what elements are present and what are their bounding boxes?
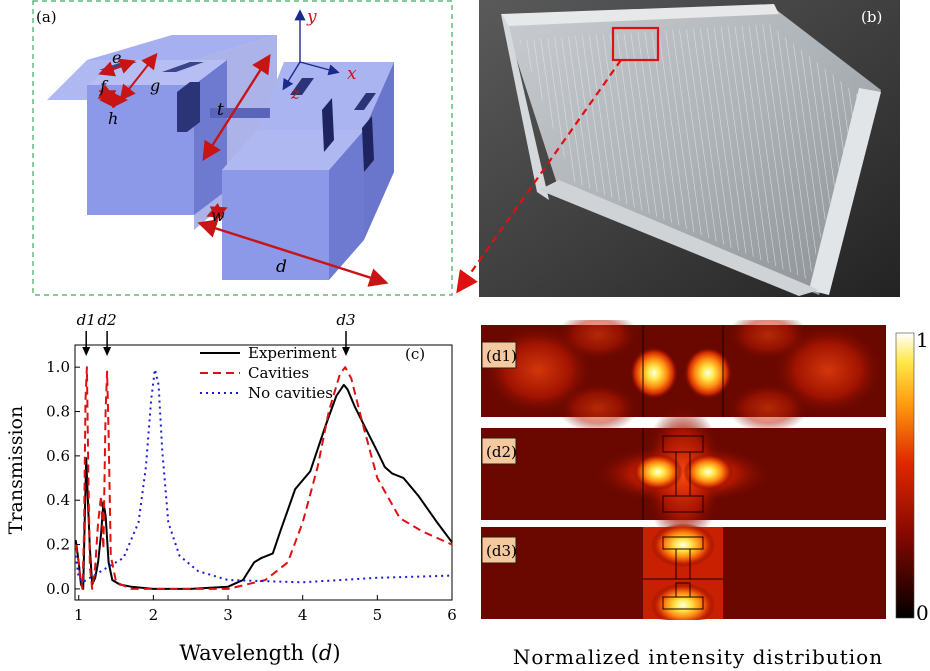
colorbar-max-label: 1: [916, 328, 929, 352]
axis-triad: [282, 9, 340, 91]
dim-w-label: w: [211, 206, 225, 225]
map-d2: (d2): [481, 404, 886, 544]
peak-marker-arrowhead: [341, 347, 350, 356]
map-d1-label: (d1): [486, 347, 517, 365]
x-tick-label: 5: [373, 606, 383, 624]
map-d3: (d3): [481, 523, 886, 627]
dim-d-label: d: [276, 257, 287, 277]
panel-a-schematic: (a) y x z e f g h t w d: [32, 0, 453, 296]
plot-frame: [74, 344, 453, 601]
dim-h-label: h: [108, 109, 118, 128]
y-tick-label: 0.4: [46, 491, 70, 509]
y-tick-label: 0.2: [46, 536, 70, 554]
legend-item-cavities: Cavities: [248, 364, 309, 382]
axis-z-label: z: [290, 84, 301, 104]
transmission-chart: 0.0 0.2 0.4 0.6 0.8 1.0 1 2 3 4 5 6 d1 d2 d3 (c) Tra…: [5, 311, 457, 624]
panel-c: 0.0 0.2 0.4 0.6 0.8 1.0 1 2 3 4 5 6 d1 d2 d3 (c) Tra…: [0, 300, 470, 650]
peak-marker-label: d2: [98, 311, 117, 329]
map-d1: (d1): [481, 310, 886, 433]
peak-marker-label: d1: [77, 311, 96, 329]
dim-f-label: f: [99, 77, 109, 96]
x-tick-label: 2: [149, 606, 159, 624]
zoom-box: [611, 26, 660, 62]
y-tick-label: 0.6: [46, 447, 70, 465]
y-axis-label: Transmission: [5, 406, 27, 534]
dashed-frame: [32, 0, 453, 296]
axis-x-label: x: [347, 64, 357, 84]
legend-item-no-cavities: No cavities: [248, 384, 333, 402]
series-line-experiment: [74, 383, 453, 590]
peak-marker-arrowhead: [82, 347, 91, 356]
map-d2-label: (d2): [486, 443, 517, 461]
y-tick-label: 0.8: [46, 403, 70, 421]
y-tick-label: 0.0: [46, 580, 70, 598]
x-tick-label: 1: [74, 606, 84, 624]
peak-markers: d1 d2 d3: [77, 311, 356, 356]
colorbar: [895, 332, 915, 619]
peak-marker-arrowhead: [103, 347, 112, 356]
axis-y-label: y: [306, 7, 317, 27]
x-tick-label: 6: [447, 606, 457, 624]
panel-b-photo: (b): [479, 0, 900, 297]
panel-a-label: (a): [36, 8, 57, 26]
panel-b: (b): [479, 0, 900, 297]
panel-b-label: (b): [861, 8, 882, 26]
intensity-maps: (d1) (d2) (d3) 1 0: [481, 310, 929, 627]
map-d3-label: (d3): [486, 542, 517, 560]
x-tick-label: 3: [223, 606, 233, 624]
legend: Experiment Cavities No cavities: [200, 344, 337, 402]
legend-item-experiment: Experiment: [248, 344, 337, 362]
x-tick-label: 4: [298, 606, 308, 624]
series-line-no-cavities: [74, 368, 453, 584]
dim-t-label: t: [217, 100, 224, 120]
peak-marker-label: d3: [336, 311, 355, 329]
intensity-caption: Normalized intensity distribution: [512, 645, 884, 669]
series-line-cavities: [74, 366, 453, 590]
panel-d: (d1) (d2) (d3) 1 0: [478, 310, 930, 627]
dim-g-label: g: [150, 76, 160, 95]
x-ticks: 1 2 3 4 5 6: [74, 595, 457, 624]
x-axis-label-text: Wavelength (: [179, 641, 319, 665]
y-tick-label: 1.0: [46, 358, 70, 376]
series-group: [74, 366, 453, 590]
x-axis-label: Wavelength (d): [90, 641, 430, 665]
y-ticks: 0.0 0.2 0.4 0.6 0.8 1.0: [46, 358, 80, 598]
colorbar-min-label: 0: [916, 601, 929, 620]
dim-e-label: e: [112, 48, 121, 67]
x-axis-label-close: ): [332, 641, 341, 665]
panel-c-label: (c): [405, 345, 425, 363]
x-axis-label-var: d: [318, 641, 333, 665]
panel-a: (a) y x z e f g h t w d: [32, 0, 453, 296]
zoom-pointer-arrow: [456, 59, 622, 294]
